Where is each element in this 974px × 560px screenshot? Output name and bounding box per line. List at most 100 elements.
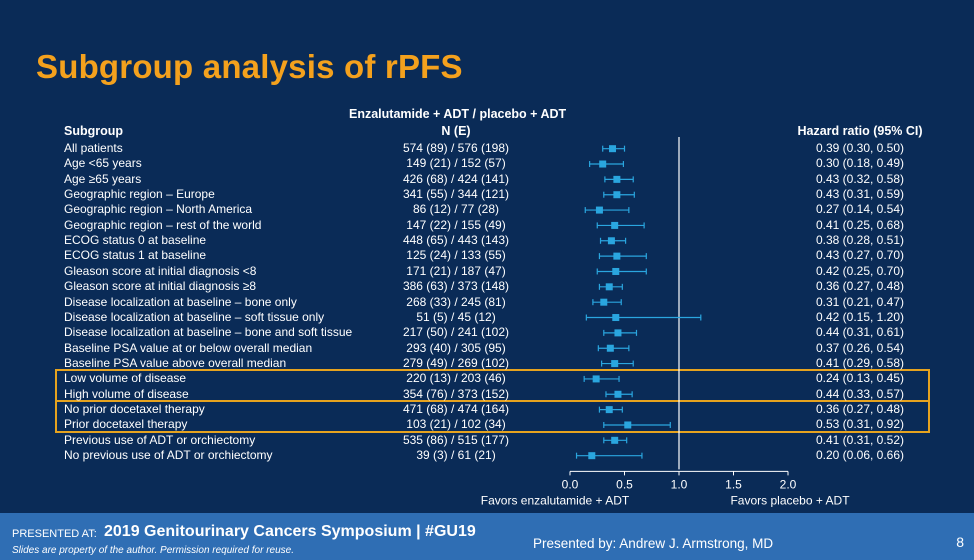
hr-value: 0.41 (0.31, 0.52) <box>815 432 905 447</box>
table-row: Disease localization at baseline – soft … <box>0 310 974 325</box>
hr-marker <box>599 160 607 168</box>
hr-marker <box>614 390 622 398</box>
hr-value: 0.27 (0.14, 0.54) <box>815 202 905 217</box>
subgroup-label: No previous use of ADT or orchiectomy <box>64 448 273 462</box>
n-value: 279 (49) / 269 (102) <box>402 355 510 370</box>
subgroup-label: Prior docetaxel therapy <box>64 417 188 432</box>
n-value: 149 (21) / 152 (57) <box>406 156 506 171</box>
subgroup-label: ECOG status 0 at baseline <box>64 233 207 248</box>
hr-marker <box>614 329 622 337</box>
x-tick-label: 0.0 <box>562 477 579 491</box>
page-number: 8 <box>956 534 964 550</box>
table-row: Baseline PSA value at or below overall m… <box>0 341 974 356</box>
highlight-box <box>55 399 930 433</box>
favors-right-label: Favors placebo + ADT <box>730 493 850 507</box>
hr-value: 0.30 (0.18, 0.49) <box>815 156 905 171</box>
subgroup-label: Disease localization at baseline – soft … <box>64 309 325 324</box>
subgroup-label: Age ≥65 years <box>64 171 142 186</box>
hr-marker <box>592 375 600 383</box>
subgroup-label: Baseline PSA value above overall median <box>64 355 287 370</box>
hr-value: 0.53 (0.31, 0.92) <box>815 417 905 432</box>
hr-value: 0.42 (0.15, 1.20) <box>815 309 905 324</box>
hr-value: 0.37 (0.26, 0.54) <box>815 340 905 355</box>
hr-marker <box>612 314 620 322</box>
n-value: 426 (68) / 424 (141) <box>402 171 510 186</box>
subgroup-label: ECOG status 1 at baseline <box>64 248 207 263</box>
symposium-name: 2019 Genitourinary Cancers Symposium | #… <box>104 523 476 540</box>
hr-marker <box>611 360 619 368</box>
n-value: 39 (3) / 61 (21) <box>416 448 496 462</box>
hr-value: 0.44 (0.33, 0.57) <box>815 386 905 401</box>
hr-value: 0.43 (0.27, 0.70) <box>815 248 905 263</box>
subgroup-label: All patients <box>64 141 123 155</box>
hr-marker <box>612 267 620 275</box>
hr-header: Hazard ratio (95% CI) <box>797 124 923 138</box>
subgroup-label: Geographic region – rest of the world <box>64 217 262 232</box>
hr-value: 0.42 (0.25, 0.70) <box>815 263 905 278</box>
subgroup-label: Gleason score at initial diagnosis <8 <box>64 263 257 278</box>
subgroup-label: Previous use of ADT or orchiectomy <box>64 432 256 447</box>
hr-value: 0.36 (0.27, 0.48) <box>815 279 905 294</box>
hr-marker <box>611 436 619 444</box>
n-value: 354 (76) / 373 (152) <box>402 386 510 401</box>
n-value: 86 (12) / 77 (28) <box>412 202 500 217</box>
hr-value: 0.44 (0.31, 0.61) <box>815 325 905 340</box>
footer-bar <box>0 513 974 560</box>
subgroup-label: Gleason score at initial diagnosis ≥8 <box>64 279 257 294</box>
table-row: ECOG status 1 at baseline 125 (24) / 133 … <box>0 248 974 263</box>
hr-marker <box>606 344 614 352</box>
presenter-name: Presented by: Andrew J. Armstrong, MD <box>533 536 774 551</box>
hr-marker <box>613 252 621 260</box>
subgroup-label: High volume of disease <box>64 386 189 401</box>
hr-value: 0.43 (0.31, 0.59) <box>815 187 905 202</box>
hr-marker <box>607 237 615 245</box>
n-value: 293 (40) / 305 (95) <box>406 340 506 355</box>
hr-marker <box>609 145 617 153</box>
subgroup-header: Subgroup <box>64 124 124 138</box>
table-row: Previous use of ADT or orchiectomy 535 (8… <box>0 433 974 448</box>
table-row: Disease localization at baseline – bone … <box>0 325 974 340</box>
table-row: Disease localization at baseline – bone … <box>0 295 974 310</box>
table-row: Gleason score at initial diagnosis <8 171… <box>0 264 974 279</box>
x-tick-label: 1.0 <box>671 477 688 491</box>
hr-marker <box>600 298 608 306</box>
n-value: 125 (24) / 133 (55) <box>406 248 506 263</box>
hr-marker <box>624 421 632 429</box>
n-value: 535 (86) / 515 (177) <box>402 432 510 447</box>
subgroup-label: Low volume of disease <box>64 371 187 386</box>
n-value: 171 (21) / 187 (47) <box>406 263 506 278</box>
n-value: 268 (33) / 245 (81) <box>406 294 506 309</box>
n-value: 448 (65) / 443 (143) <box>402 233 510 248</box>
x-tick-label: 0.5 <box>616 477 633 491</box>
table-row: Prior docetaxel therapy 103 (21) / 102 (3… <box>0 417 974 432</box>
n-value: 147 (22) / 155 (49) <box>406 217 506 232</box>
table-row: Geographic region – rest of the world 147… <box>0 218 974 233</box>
subgroup-label: No prior docetaxel therapy <box>64 401 205 416</box>
page-title: Subgroup analysis of rPFS <box>36 48 463 85</box>
n-value: 341 (55) / 344 (121) <box>402 187 510 202</box>
subgroup-label: Baseline PSA value at or below overall m… <box>64 340 313 355</box>
table-row: No previous use of ADT or orchiectomy 39 … <box>0 448 974 463</box>
subgroup-label: Age <65 years <box>64 156 142 171</box>
hr-value: 0.41 (0.29, 0.58) <box>815 355 905 370</box>
hr-marker <box>595 206 603 214</box>
subgroup-label: Geographic region – Europe <box>64 187 215 202</box>
presented-at-label: PRESENTED AT: <box>12 528 97 540</box>
hr-marker <box>588 452 596 460</box>
hr-value: 0.41 (0.25, 0.68) <box>815 217 905 232</box>
x-tick-label: 1.5 <box>725 477 742 491</box>
subgroup-label: Disease localization at baseline – bone … <box>64 294 297 309</box>
n-value: 574 (89) / 576 (198) <box>402 141 510 155</box>
x-tick-label: 2.0 <box>780 477 797 491</box>
table-row: Gleason score at initial diagnosis ≥8 386… <box>0 279 974 294</box>
table-row: Baseline PSA value above overall median 2… <box>0 356 974 371</box>
hr-value: 0.36 (0.27, 0.48) <box>815 401 905 416</box>
hr-value: 0.43 (0.32, 0.58) <box>815 171 905 186</box>
hr-value: 0.31 (0.21, 0.47) <box>815 294 905 309</box>
favors-left-label: Favors enzalutamide + ADT <box>481 493 630 507</box>
table-row: Geographic region – Europe 341 (55) / 344… <box>0 187 974 202</box>
hr-marker <box>611 221 619 229</box>
disclaimer-text: Slides are property of the author. Permi… <box>12 545 294 556</box>
